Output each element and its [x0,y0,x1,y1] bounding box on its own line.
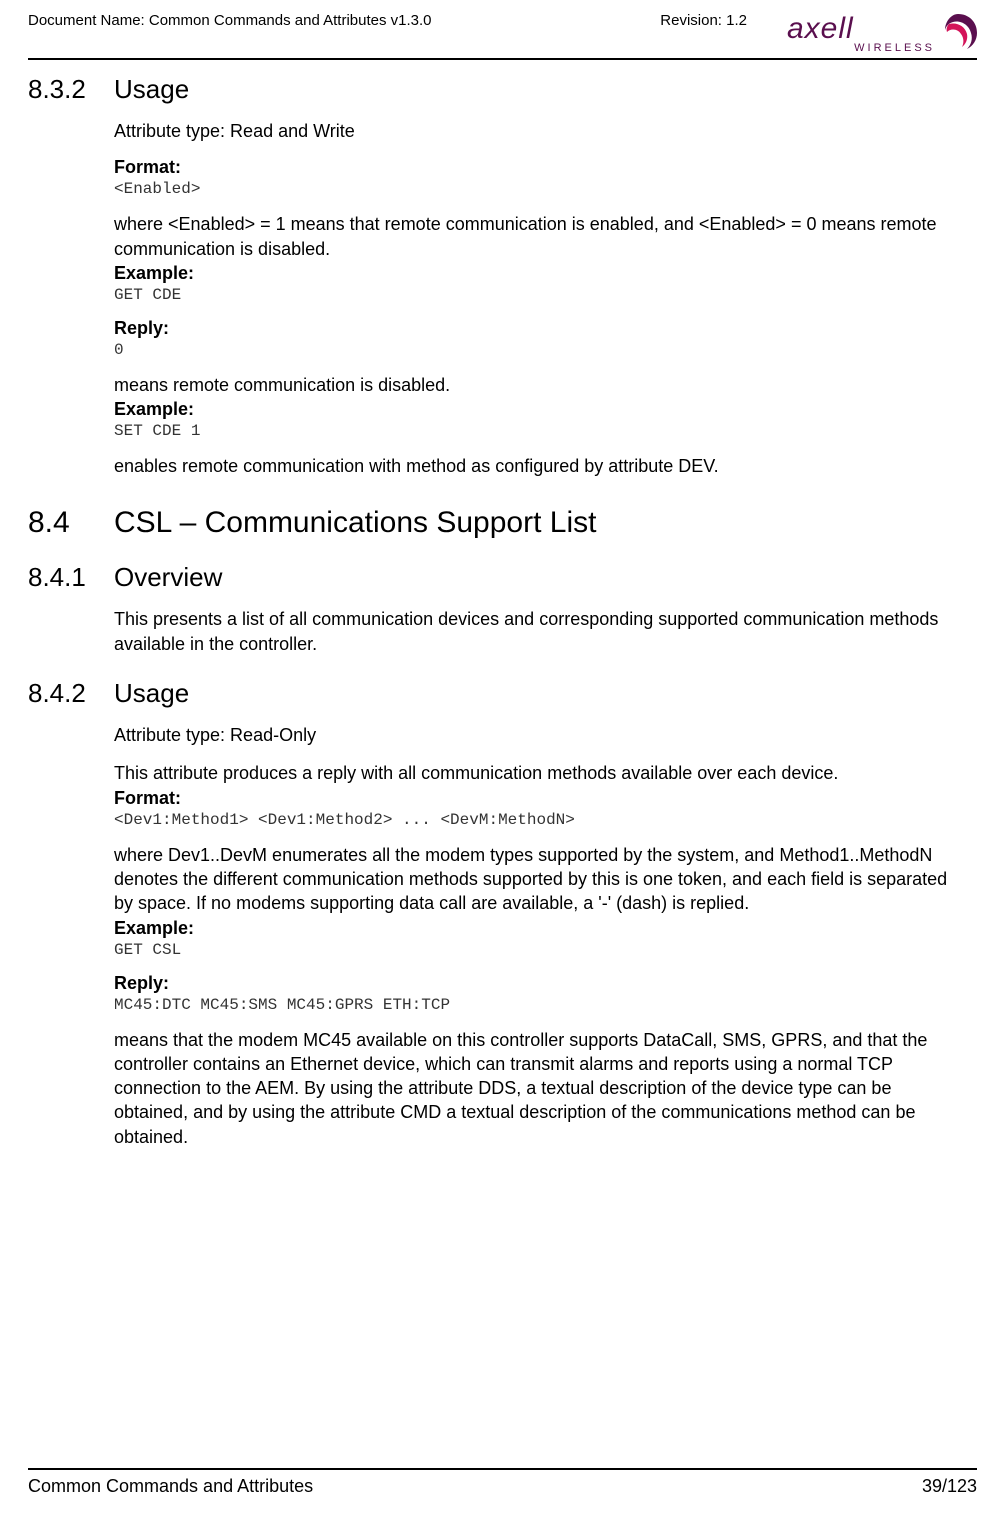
section-title: Overview [114,562,222,593]
example-code: GET CDE [114,286,967,304]
revision: Revision: 1.2 [660,12,747,29]
example-code-3: GET CSL [114,941,967,959]
example-label: Example: [114,263,967,284]
doc-name: Document Name: Common Commands and Attri… [28,12,640,29]
page-footer: Common Commands and Attributes 39/123 [28,1468,977,1497]
heading-8-4-2: 8.4.2 Usage [28,678,977,709]
format-desc: where <Enabled> = 1 means that remote co… [114,212,967,261]
footer-title: Common Commands and Attributes [28,1476,313,1497]
reply-code: 0 [114,341,967,359]
section-number: 8.4.1 [28,562,114,593]
page-number: 39/123 [922,1476,977,1497]
reply-desc: means remote communication is disabled. [114,373,967,397]
logo-swirl-icon [935,10,981,56]
csl-means: means that the modem MC45 available on t… [114,1028,967,1149]
format-label: Format: [114,157,967,178]
reply-code-2: MC45:DTC MC45:SMS MC45:GPRS ETH:TCP [114,996,967,1014]
brand-logo: axell WIRELESS [787,12,977,56]
footer-row: Common Commands and Attributes 39/123 [28,1476,977,1497]
section-number: 8.4 [28,506,114,540]
logo-subtext: WIRELESS [854,42,935,54]
format-label-2: Format: [114,788,967,809]
section-title: Usage [114,74,189,105]
header-rule [28,58,977,60]
page: Document Name: Common Commands and Attri… [0,0,1005,1517]
heading-8-4: 8.4 CSL – Communications Support List [28,506,977,540]
content: 8.3.2 Usage Attribute type: Read and Wri… [28,74,977,1149]
footer-rule [28,1468,977,1470]
attr-type-ro: Attribute type: Read-Only [114,723,967,747]
section-number: 8.3.2 [28,74,114,105]
section-title: CSL – Communications Support List [114,506,596,540]
logo-text: axell [787,12,854,45]
example-desc-2: enables remote communication with method… [114,454,967,478]
section-number: 8.4.2 [28,678,114,709]
format-code-2: <Dev1:Method1> <Dev1:Method2> ... <DevM:… [114,811,967,829]
example-label-2: Example: [114,399,967,420]
section-8-4-2-body: Attribute type: Read-Only This attribute… [114,723,967,1149]
section-8-4-1-body: This presents a list of all communicatio… [114,607,967,656]
reply-label: Reply: [114,318,967,339]
page-header: Document Name: Common Commands and Attri… [28,12,977,58]
example-label-3: Example: [114,918,967,939]
heading-8-3-2: 8.3.2 Usage [28,74,977,105]
section-8-3-2-body: Attribute type: Read and Write Format: <… [114,119,967,478]
attr-type: Attribute type: Read and Write [114,119,967,143]
section-title: Usage [114,678,189,709]
example-code-2: SET CDE 1 [114,422,967,440]
reply-label-2: Reply: [114,973,967,994]
produces-reply: This attribute produces a reply with all… [114,761,967,785]
overview-para: This presents a list of all communicatio… [114,607,967,656]
format-code: <Enabled> [114,180,967,198]
heading-8-4-1: 8.4.1 Overview [28,562,977,593]
csl-where: where Dev1..DevM enumerates all the mode… [114,843,967,916]
